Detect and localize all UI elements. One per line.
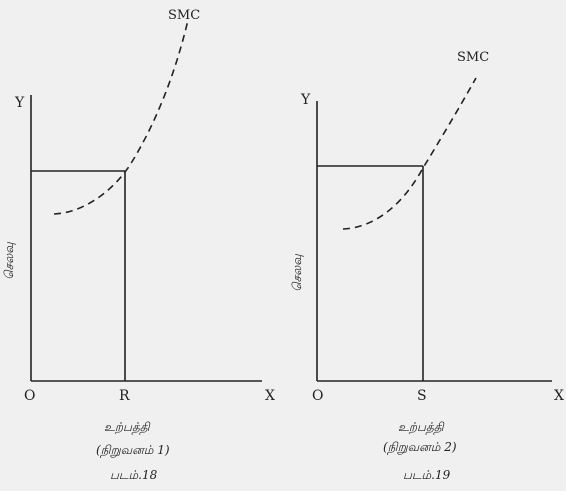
panel-2-smc-curve — [342, 77, 477, 230]
panel-1-smc-curve — [53, 19, 189, 215]
panel-1-smc-label: SMC — [168, 8, 201, 23]
panel-2-y-axis-letter: Y — [301, 92, 311, 108]
panel-1-y-axis-title: செலவு — [2, 242, 16, 280]
panel-2-x-axis-title: உற்பத்தி — [398, 420, 444, 434]
panel-1-y-axis-letter: Y — [15, 95, 25, 111]
panel-2-y-axis-title: செலவு — [290, 254, 304, 292]
panel-1-firm-label: (நிறுவனம் 1) — [96, 443, 170, 457]
panel-2-x-axis-letter: X — [554, 388, 564, 404]
panel-1 — [30, 19, 262, 382]
panel-2-origin-label: O — [312, 388, 324, 404]
panel-2-output-label: S — [417, 388, 427, 404]
panel-1-origin-label: O — [24, 388, 36, 404]
panel-2 — [316, 77, 552, 382]
panel-1-output-label: R — [119, 388, 130, 404]
panel-2-figure-caption: படம்.19 — [403, 468, 451, 482]
panel-2-firm-label: (நிறுவனம் 2) — [383, 440, 457, 454]
panel-1-x-axis-title: உற்பத்தி — [104, 420, 150, 434]
panel-1-x-axis-letter: X — [265, 388, 275, 404]
panel-1-figure-caption: படம்.18 — [110, 468, 158, 482]
panel-2-smc-label: SMC — [457, 50, 490, 65]
